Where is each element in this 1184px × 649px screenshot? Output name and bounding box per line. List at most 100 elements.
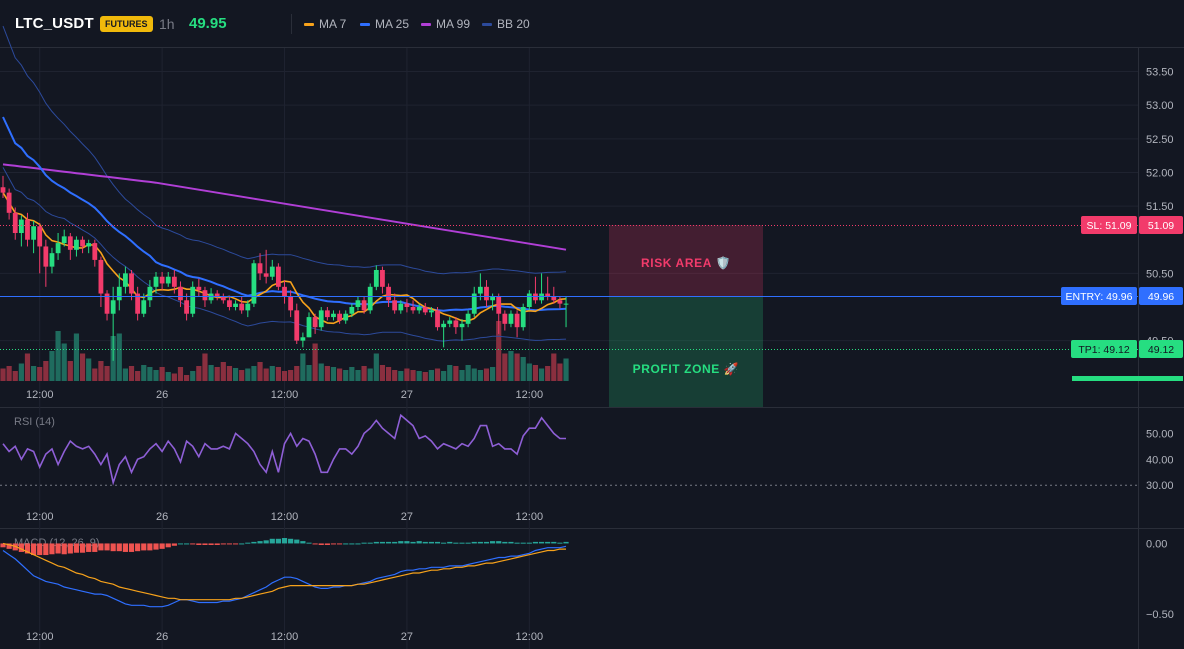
macd-line	[2, 545, 567, 608]
macd-histogram-bar	[459, 542, 465, 544]
volume-bar	[508, 351, 514, 381]
time-tick-label: 12:00	[516, 389, 544, 401]
time-axis[interactable]: 12:00 26 12:00 27 12:00 12:00 26 12:00 27 12:00 12…	[26, 389, 543, 643]
volume-bar	[281, 371, 288, 381]
volume-bar	[86, 358, 92, 381]
time-tick-label: 12:00	[271, 389, 299, 401]
bollinger-lower-line	[2, 167, 567, 342]
stop-loss-badge[interactable]: SL: 51.09 51.09	[1081, 216, 1183, 234]
macd-histogram-bar	[49, 543, 55, 555]
legend-ma7[interactable]: MA 7	[304, 17, 346, 31]
candle-body	[526, 293, 532, 307]
candle-body	[116, 286, 122, 301]
candle-body	[453, 320, 459, 328]
macd-histogram-bar	[300, 541, 306, 544]
macd-histogram-bar	[502, 541, 508, 544]
candle-body	[355, 300, 361, 307]
tp-volume-marker	[1072, 376, 1183, 381]
profit-zone[interactable]	[609, 297, 763, 407]
candle-body	[288, 296, 294, 311]
macd-histogram-bar	[483, 541, 490, 544]
volume-bar	[31, 366, 37, 381]
macd-histogram-bar	[392, 541, 398, 544]
volume-bar	[135, 371, 141, 381]
volume-bar	[0, 368, 6, 381]
volume-bar	[502, 353, 508, 381]
candle-body	[92, 243, 98, 260]
volume-bar	[153, 370, 159, 381]
rsi-title: RSI (14)	[14, 416, 55, 428]
volume-bar	[337, 368, 343, 381]
volume-bar	[392, 370, 398, 381]
price-tick-label: 53.00	[1146, 100, 1174, 112]
macd-histogram-bar	[263, 540, 269, 544]
candle-body	[257, 263, 263, 274]
time-tick-label: 26	[156, 389, 168, 401]
candle-body	[557, 300, 563, 304]
candle-body	[202, 290, 208, 301]
macd-histogram-bar	[330, 543, 337, 545]
volume-bar	[177, 367, 184, 381]
candle-body	[422, 307, 428, 313]
tp-badge-label: TP1: 49.12	[1078, 344, 1130, 356]
volume-bar	[98, 361, 104, 381]
volume-bar	[128, 366, 135, 381]
candle-body	[171, 276, 177, 287]
volume-bar	[239, 370, 245, 381]
volume-bar	[196, 366, 202, 381]
candle-body	[318, 310, 324, 328]
macd-histogram-bar	[122, 543, 128, 552]
profit-zone-label: PROFIT ZONE 🚀	[633, 362, 740, 376]
rsi-tick-label: 30.00	[1146, 480, 1174, 492]
volume-bar	[434, 368, 441, 381]
candle-body	[343, 313, 349, 321]
macd-histogram-bar	[43, 543, 49, 556]
macd-histogram-bar	[73, 543, 80, 553]
macd-histogram-bar	[153, 543, 159, 550]
rsi-line	[2, 413, 566, 486]
macd-histogram-bar	[239, 543, 245, 545]
time-tick-label: 26	[156, 511, 168, 523]
macd-histogram-bar	[434, 541, 441, 544]
entry-badge[interactable]: ENTRY: 49.96 49.96	[1061, 287, 1183, 305]
volume-bar	[330, 367, 337, 381]
volume-bar	[263, 368, 269, 381]
volume-bar	[361, 366, 367, 381]
macd-histogram-bar	[398, 541, 404, 544]
time-tick-label: 12:00	[26, 631, 54, 643]
candle-body	[86, 243, 92, 247]
candle-body	[129, 273, 134, 294]
legend-ma25-label: MA 25	[375, 17, 410, 31]
macd-histogram-bar	[257, 541, 263, 544]
volume-bar	[349, 367, 355, 381]
volume-bar	[165, 372, 171, 381]
rsi-tick-label: 40.00	[1146, 454, 1174, 466]
volume-bar	[557, 363, 563, 381]
legend-ma25[interactable]: MA 25	[360, 17, 409, 31]
macd-histogram-bar	[441, 542, 447, 544]
symbol-name[interactable]: LTC_USDT	[15, 15, 94, 32]
volume-bar	[159, 367, 165, 381]
volume-bar	[453, 366, 459, 381]
take-profit-badge[interactable]: TP1: 49.12 49.12	[1071, 340, 1183, 358]
macd-histogram-bar	[551, 541, 557, 544]
legend-bb20[interactable]: BB 20	[482, 17, 530, 31]
time-tick-label: 12:00	[26, 389, 54, 401]
volume-bar	[43, 361, 49, 381]
macd-histogram-bar	[385, 541, 392, 544]
candle-body	[435, 310, 440, 328]
interval-selector[interactable]: 1h	[159, 16, 175, 32]
volume-bar	[477, 370, 483, 381]
macd-histogram-bar	[184, 543, 190, 545]
macd-histogram-bar	[269, 538, 275, 544]
candle-body	[159, 276, 165, 284]
volume-bar	[324, 366, 330, 381]
ma99-line	[2, 163, 567, 251]
volume-bar	[367, 368, 373, 381]
candle-body	[410, 307, 416, 311]
candle-body	[312, 317, 318, 328]
legend-ma99[interactable]: MA 99	[421, 17, 470, 31]
risk-area-zone[interactable]	[609, 225, 763, 297]
